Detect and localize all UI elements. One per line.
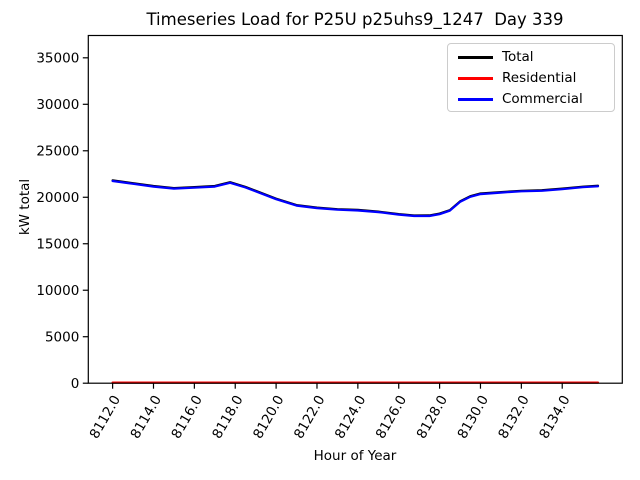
series-line-commercial [111,179,600,218]
x-tick-label: 8130.0 [454,393,491,442]
y-tick-label: 15000 [36,237,79,253]
y-tick-label: 25000 [36,144,79,160]
x-tick-label: 8116.0 [168,393,205,442]
x-axis-label: Hour of Year [313,448,397,464]
legend: Total Residential Commercial [447,43,615,112]
x-tick-label: 8118.0 [209,393,246,442]
residential-line-swatch [458,77,493,80]
x-tick-label: 8112.0 [87,393,124,442]
legend-label-residential: Residential [502,69,577,86]
x-tick-label: 8132.0 [495,393,532,442]
y-tick-label: 5000 [45,330,79,346]
x-tick-label: 8126.0 [373,393,410,442]
x-tick-label: 8128.0 [414,393,451,442]
x-tick-label: 8134.0 [536,393,573,442]
plot-frame [87,34,623,384]
legend-item-residential: Residential [448,68,614,89]
y-tick-label: 20000 [36,190,79,206]
chart-title: Timeseries Load for P25U p25uhs9_1247 Da… [146,10,564,29]
x-tick-label: 8114.0 [127,393,164,442]
y-tick-label: 0 [71,376,80,392]
legend-item-total: Total [448,47,614,68]
commercial-line-swatch [458,98,493,101]
legend-label-total: Total [502,48,534,65]
y-tick-label: 35000 [36,51,79,67]
legend-item-commercial: Commercial [448,89,614,110]
legend-label-commercial: Commercial [502,90,583,107]
total-line-swatch [458,56,493,59]
y-tick-label: 30000 [36,97,79,113]
y-tick-label: 10000 [36,283,79,299]
y-axis-label: kW total [17,178,33,236]
x-tick-label: 8122.0 [291,393,328,442]
x-tick-label: 8120.0 [250,393,287,442]
x-tick-label: 8124.0 [332,393,369,442]
